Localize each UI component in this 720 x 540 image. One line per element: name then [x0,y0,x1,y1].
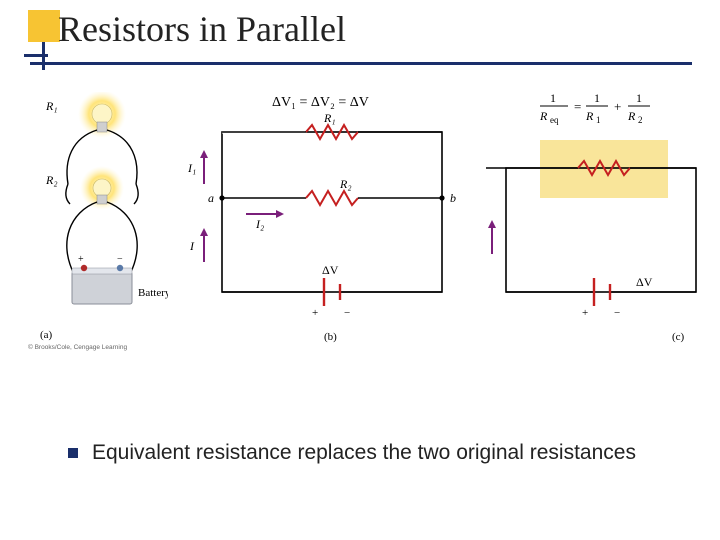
figures-row: R₁ R₂ + − Battery (a) © Brooks/Cole, Cen… [22,92,710,352]
figb-caption: (b) [324,331,337,343]
figc-dv: ΔV [636,275,653,289]
svg-text:1: 1 [636,92,642,105]
figb-dv: ΔV [322,263,339,277]
figure-b: ΔV₁ = ΔV₂ = ΔV R₁ R₂ a b I₁ I₂ [172,92,482,352]
svg-text:R: R [627,109,636,123]
figure-a-svg: R₁ R₂ + − Battery (a) [22,92,168,352]
figa-battery-label: Battery [138,287,168,299]
svg-text:+: + [614,99,621,114]
figa-r2-label: R₂ [45,173,58,187]
title-region: Resistors in Parallel [0,0,720,90]
page-title: Resistors in Parallel [58,8,346,50]
bullet-text: Equivalent resistance replaces the two o… [92,440,636,467]
figure-c: 1 Req = 1 R1 + 1 R2 I [486,92,702,352]
figa-r1-label: R₁ [45,99,58,113]
figb-minus: − [344,307,350,319]
figb-node-a: a [208,191,214,205]
svg-text:R: R [539,109,548,123]
figc-caption: (c) [672,331,685,343]
credit-text: © Brooks/Cole, Cengage Learning [28,344,127,351]
svg-text:1: 1 [550,92,556,105]
figb-r2-label: R₂ [339,177,352,191]
title-vertical-tick [42,42,45,70]
figb-r1-label: R₁ [323,111,336,125]
figure-a: R₁ R₂ + − Battery (a) © Brooks/Cole, Cen… [22,92,168,352]
accent-square [28,10,60,42]
svg-text:2: 2 [638,115,643,125]
figb-i: I [189,239,195,253]
bullet-square-icon [68,448,78,458]
figc-plus: + [582,307,588,319]
figa-caption: (a) [40,329,53,341]
figb-eqn: ΔV₁ = ΔV₂ = ΔV [272,95,369,110]
figa-minus: − [117,254,123,265]
figb-plus: + [312,307,318,319]
figure-c-svg: 1 Req = 1 R1 + 1 R2 I [486,92,702,352]
svg-text:eq: eq [550,115,559,125]
figc-minus: − [614,307,620,319]
svg-text:R: R [585,109,594,123]
figb-i2: I₂ [255,217,264,231]
figure-b-svg: ΔV₁ = ΔV₂ = ΔV R₁ R₂ a b I₁ I₂ [172,92,482,352]
bullet-row: Equivalent resistance replaces the two o… [68,440,690,467]
svg-text:1: 1 [596,115,601,125]
svg-text:1: 1 [594,92,600,105]
figa-plus: + [78,254,84,265]
figb-i1: I₁ [187,161,196,175]
figb-node-b: b [450,191,456,205]
svg-text:=: = [574,99,581,114]
title-underline [30,62,692,65]
